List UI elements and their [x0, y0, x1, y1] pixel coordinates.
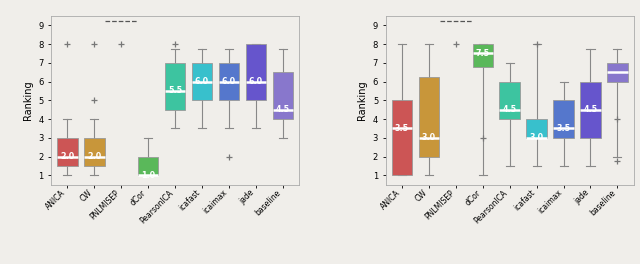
Bar: [138, 157, 159, 175]
Bar: [273, 72, 293, 119]
Bar: [165, 63, 186, 110]
Text: 6.0: 6.0: [222, 77, 236, 86]
Text: 3.0: 3.0: [529, 133, 544, 142]
Y-axis label: Ranking: Ranking: [22, 81, 33, 120]
Text: 6.0: 6.0: [249, 77, 263, 86]
Bar: [499, 82, 520, 119]
Text: 4.5: 4.5: [276, 105, 290, 114]
Y-axis label: Ranking: Ranking: [357, 81, 367, 120]
Text: 4.5: 4.5: [502, 105, 516, 114]
Text: 5.5: 5.5: [168, 86, 182, 95]
Text: 3.5: 3.5: [395, 124, 409, 133]
Bar: [246, 44, 266, 100]
Bar: [554, 100, 574, 138]
Text: 4.5: 4.5: [584, 105, 598, 114]
Bar: [84, 138, 104, 166]
Bar: [472, 44, 493, 68]
Bar: [219, 63, 239, 100]
Text: 3.0: 3.0: [422, 133, 436, 142]
Text: 2.0: 2.0: [60, 152, 74, 161]
Text: 3.5: 3.5: [557, 124, 571, 133]
Bar: [192, 63, 212, 100]
Bar: [607, 63, 628, 82]
Bar: [57, 138, 77, 166]
Text: 1.0: 1.0: [141, 171, 156, 180]
Bar: [526, 119, 547, 138]
Text: 2.0: 2.0: [87, 152, 101, 161]
Text: 6.0: 6.0: [195, 77, 209, 86]
Bar: [392, 100, 412, 175]
Bar: [580, 82, 601, 138]
Bar: [419, 77, 439, 157]
Text: 7.5: 7.5: [476, 49, 490, 58]
